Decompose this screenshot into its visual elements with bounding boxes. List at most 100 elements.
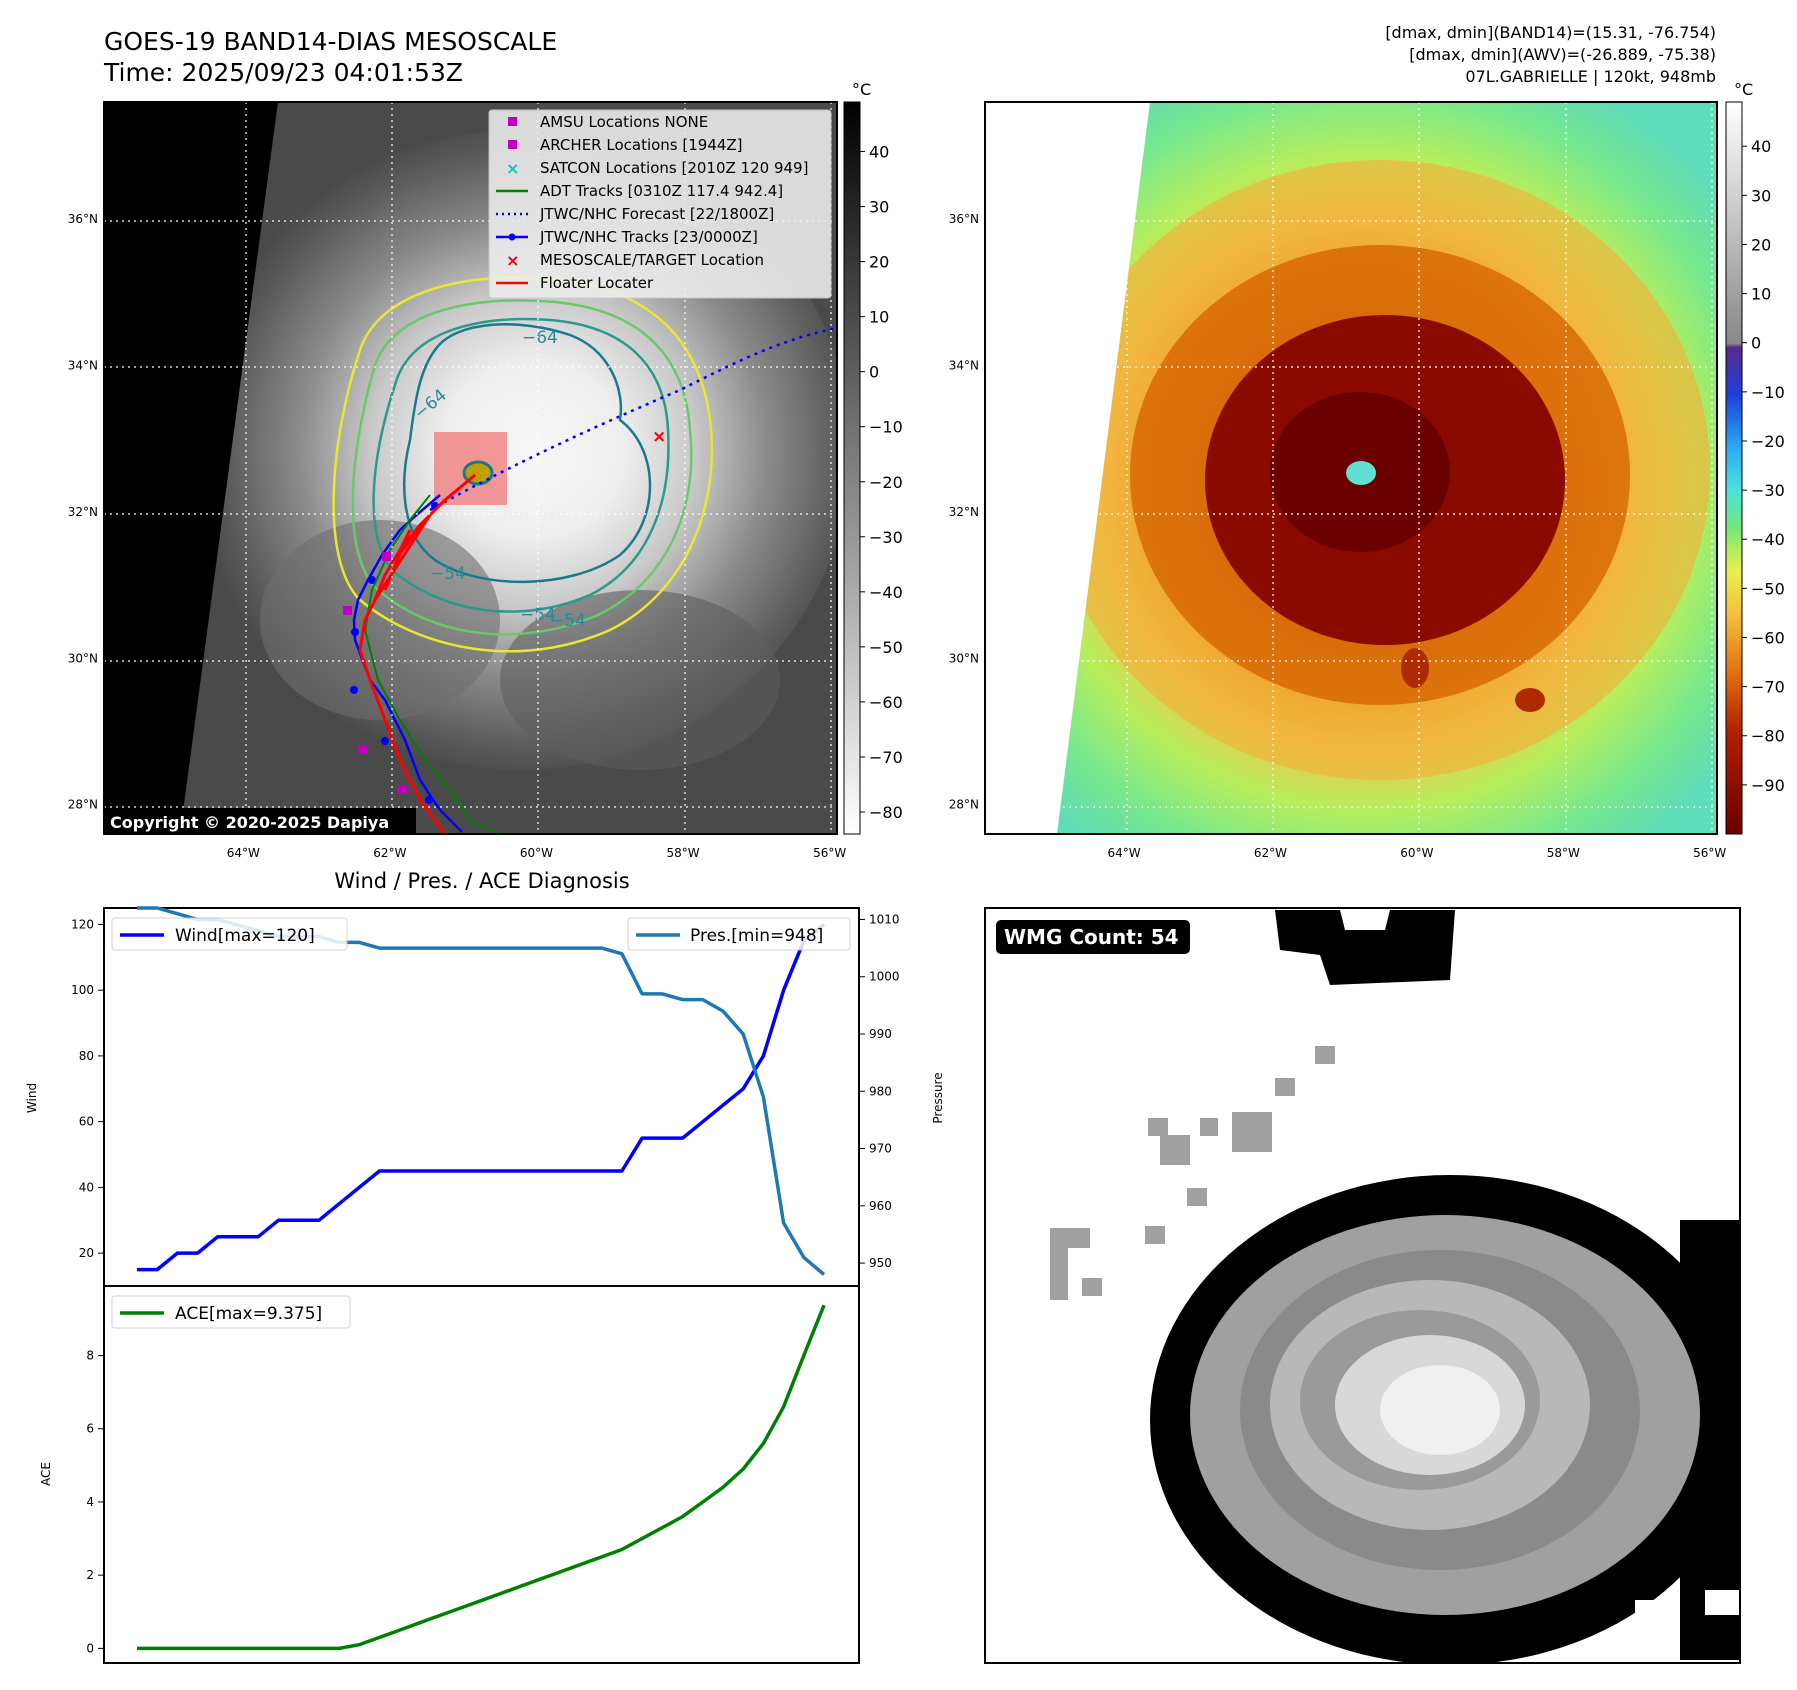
diagnosis-title: Wind / Pres. / ACE Diagnosis (334, 869, 629, 893)
colorbar-tick-label: −10 (869, 418, 903, 437)
contour-label: −64 (522, 328, 558, 348)
lon-tick-label: 56°W (1693, 846, 1726, 860)
colorbar-tick-label: −30 (1751, 481, 1785, 500)
legend-entry: JTWC/NHC Tracks [23/0000Z] (496, 228, 758, 246)
contour-teal-outer (372, 317, 670, 613)
y-tick-label: 6 (86, 1422, 94, 1436)
contour-label: −54 (520, 605, 556, 625)
colorbar-tick-label: 0 (1751, 334, 1761, 353)
figure-time: Time: 2025/09/23 04:01:53Z (103, 58, 463, 87)
ir-colorbar: °C 40 30 20 10 0 −10 −20 −30 −40 −50 −60 −70 −80 (843, 80, 903, 835)
y-tick-label: 2 (86, 1568, 94, 1582)
legend-label: AMSU Locations NONE (540, 113, 708, 131)
y-tick-label: 0 (86, 1641, 94, 1655)
colorbar-tick-label: −10 (1751, 383, 1785, 402)
adt-track (363, 494, 501, 834)
contour-teal-inner (403, 323, 652, 584)
y-tick-label: 4 (86, 1495, 94, 1509)
legend-entry: ARCHER Locations [1944Z] (508, 136, 743, 154)
ace-line (137, 1304, 826, 1651)
ace-axis-label: ACE (39, 1462, 53, 1486)
y-tick-label: 1000 (869, 970, 900, 984)
y-tick-label: 120 (71, 917, 94, 931)
colorbar-tick-label: −40 (869, 583, 903, 602)
wmg-count-box (996, 920, 1190, 954)
archer-marker (358, 745, 367, 754)
awv-lat-labels: 36°N 34°N 32°N 30°N 28°N (949, 212, 979, 812)
legend-label: MESOSCALE/TARGET Location (540, 251, 764, 269)
band14-stats: [dmax, dmin](BAND14)=(15.31, -76.754) (1385, 23, 1716, 42)
wind-pressure-chart: 20 40 60 80 100 120 950 960 970 980 990 1000 1010 W… (25, 906, 945, 1287)
colorbar-tick-label: 30 (869, 198, 889, 217)
y-tick-label: 8 (86, 1349, 94, 1363)
pressure-legend-label: Pres.[min=948] (690, 926, 823, 946)
lat-tick-label: 36°N (68, 212, 98, 226)
lat-tick-label: 28°N (949, 798, 979, 812)
awv-eye (1346, 461, 1376, 485)
legend-label: Floater Locater (540, 274, 654, 292)
colorbar-tick-label: −50 (869, 638, 903, 657)
ir-map-panel: −64 −64 −54 −54 −54 × (68, 101, 847, 860)
pressure-axis-label: Pressure (931, 1072, 945, 1123)
lat-tick-label: 32°N (68, 505, 98, 519)
no-data-region (104, 102, 278, 834)
svg-text:×: × (506, 251, 519, 270)
awv-colorbar: °C 40 30 20 10 0 −10 −20 −30 −40 −50 −60 −70 −80 −90 (1725, 80, 1785, 835)
y-tick-label: 100 (71, 983, 94, 997)
colorbar-tick-label: −60 (1751, 628, 1785, 647)
y-tick-label: 950 (869, 1256, 892, 1270)
copyright-box (104, 808, 416, 834)
map-lon-labels: 64°W 62°W 60°W 58°W 56°W (227, 846, 847, 860)
colorbar-tick-label: −40 (1751, 530, 1785, 549)
wind-legend-label: Wind[max=120] (175, 926, 315, 946)
awv-lon-labels: 64°W 62°W 60°W 58°W 56°W (1108, 846, 1727, 860)
lon-tick-label: 64°W (1108, 846, 1141, 860)
lon-tick-label: 60°W (1400, 846, 1433, 860)
wind-axis-label: Wind (25, 1083, 39, 1113)
figure-title: GOES-19 BAND14-DIAS MESOSCALE (104, 27, 557, 56)
lat-tick-label: 28°N (68, 798, 98, 812)
legend-label: ADT Tracks [0310Z 117.4 942.4] (540, 182, 783, 200)
ace-chart: 0 2 4 6 8 ACE ACE[max=9.375] (39, 1285, 860, 1664)
colorbar-tick-label: 10 (869, 308, 889, 327)
ace-legend: ACE[max=9.375] (111, 1295, 351, 1329)
archer-marker (343, 606, 352, 615)
ace-legend-label: ACE[max=9.375] (175, 1304, 322, 1324)
lon-tick-label: 64°W (227, 846, 260, 860)
colorbar-tick-label: −70 (1751, 678, 1785, 697)
lon-tick-label: 60°W (520, 846, 553, 860)
contour-label: −54 (430, 564, 466, 584)
lon-tick-label: 58°W (1547, 846, 1580, 860)
colorbar-tick-label: 30 (1751, 186, 1771, 205)
y-tick-label: 1010 (869, 912, 900, 926)
awv-colorbar-unit: °C (1734, 80, 1753, 99)
y-tick-label: 960 (869, 1199, 892, 1213)
colorbar-tick-label: 0 (869, 363, 879, 382)
legend-label: JTWC/NHC Forecast [22/1800Z] (539, 205, 774, 223)
legend-entry: × SATCON Locations [2010Z 120 949] (506, 159, 808, 178)
colorbar-tick-label: 40 (869, 143, 889, 162)
awv-no-data (985, 102, 1150, 834)
pressure-legend: Pres.[min=948] (627, 917, 851, 951)
wmg-count-label: WMG Count: 54 (1004, 925, 1179, 949)
colorbar-tick-label: −80 (869, 803, 903, 822)
legend-entry: ADT Tracks [0310Z 117.4 942.4] (496, 182, 783, 200)
target-marker: × (652, 427, 666, 447)
colorbar-tick-label: 10 (1751, 285, 1771, 304)
colorbar-tick-label: 20 (869, 253, 889, 272)
awv-gridlines (985, 102, 1717, 834)
lon-tick-label: 62°W (373, 846, 406, 860)
legend-entry: Floater Locater (496, 274, 654, 292)
svg-text:×: × (506, 159, 519, 178)
colorbar-tick-label: −50 (1751, 579, 1785, 598)
legend-label: ARCHER Locations [1944Z] (540, 136, 743, 154)
colorbar-tick-label: −20 (1751, 432, 1785, 451)
lon-tick-label: 56°W (813, 846, 846, 860)
y-tick-label: 990 (869, 1027, 892, 1041)
copyright-text: Copyright © 2020-2025 Dapiya (110, 813, 389, 832)
legend-label: JTWC/NHC Tracks [23/0000Z] (539, 228, 758, 246)
y-tick-label: 20 (79, 1246, 94, 1260)
contour-label: −54 (550, 611, 586, 631)
colorbar-tick-label: 40 (1751, 137, 1771, 156)
